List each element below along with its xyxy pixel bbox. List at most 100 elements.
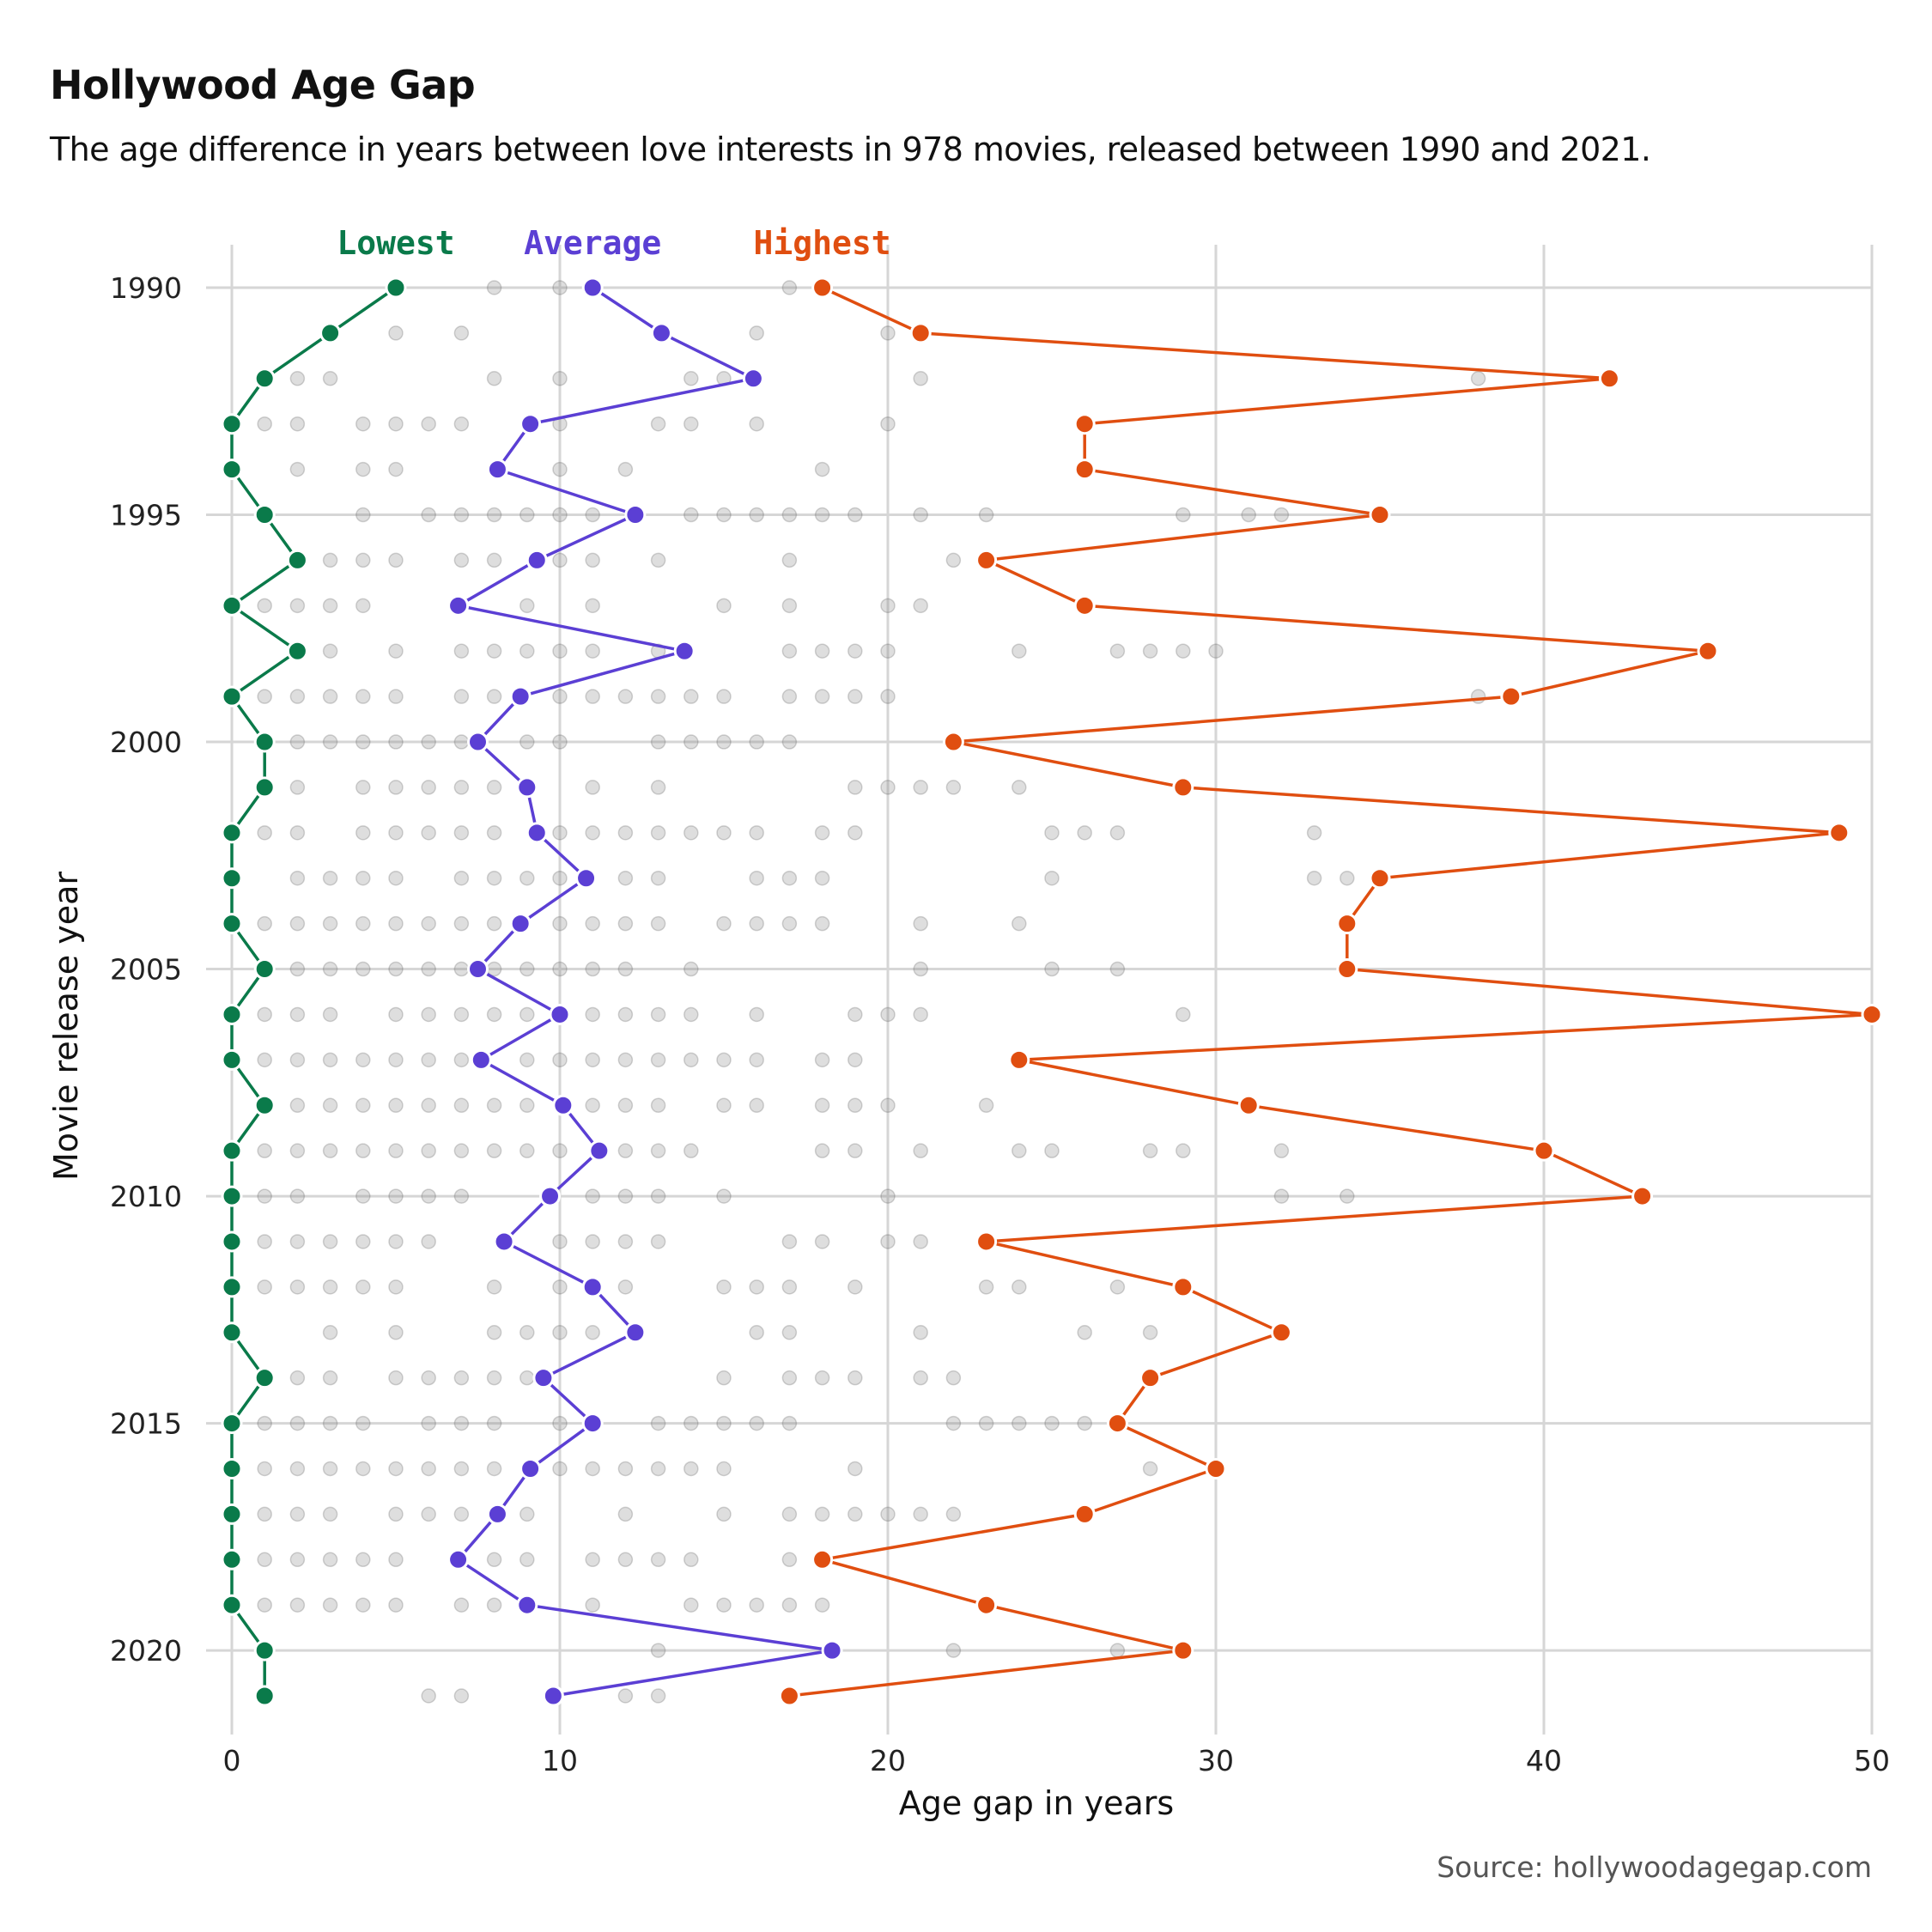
movie-dot xyxy=(716,915,732,932)
movie-dot xyxy=(388,416,404,432)
movie-dot xyxy=(552,280,568,295)
lowest-point xyxy=(385,276,407,299)
highest-point xyxy=(1861,1003,1883,1025)
y-tick-label: 2010 xyxy=(110,1180,182,1213)
highest-point xyxy=(1106,1413,1128,1435)
movie-dot xyxy=(486,280,502,295)
highest-point xyxy=(811,1548,834,1571)
movie-dot xyxy=(519,507,535,523)
movie-dot xyxy=(716,1097,732,1114)
x-tick-label: 20 xyxy=(870,1744,906,1777)
movie-dot xyxy=(814,1052,830,1068)
movie-dot xyxy=(289,1234,306,1249)
movie-dot xyxy=(749,734,764,750)
movie-dot xyxy=(257,416,272,432)
movie-dot xyxy=(519,1052,535,1068)
movie-dot xyxy=(781,1234,798,1249)
lowest-point xyxy=(253,1639,276,1662)
movie-dot xyxy=(421,1006,436,1023)
movie-dot xyxy=(322,689,338,704)
movie-dot xyxy=(716,734,732,750)
highest-series-line xyxy=(789,286,1874,1698)
lowest-legend-label: Lowest xyxy=(337,224,454,262)
movie-dot xyxy=(453,643,470,659)
average-point xyxy=(509,685,532,708)
movie-dot xyxy=(650,1097,666,1114)
lowest-point xyxy=(221,1048,243,1071)
movie-dot xyxy=(781,552,798,568)
movie-dot xyxy=(880,1234,896,1249)
movie-dot xyxy=(1208,643,1224,659)
movie-dot xyxy=(388,1052,404,1068)
movie-dot xyxy=(617,1052,634,1068)
movie-dot xyxy=(880,1188,896,1204)
movie-dot xyxy=(650,1188,666,1204)
movie-dot xyxy=(486,825,502,841)
movie-dot xyxy=(552,643,568,659)
movie-dot xyxy=(781,1279,798,1295)
movie-dot xyxy=(814,1234,830,1249)
movie-dot xyxy=(617,689,634,704)
movie-dot xyxy=(683,734,699,750)
highest-point xyxy=(975,549,998,571)
movie-dot xyxy=(322,1325,338,1340)
movie-dot xyxy=(453,1415,470,1431)
movie-dot xyxy=(848,1006,863,1023)
highest-point xyxy=(1369,504,1391,526)
movie-dot xyxy=(519,1097,535,1114)
movie-dot xyxy=(945,1415,962,1431)
movie-dot xyxy=(486,643,502,659)
highest-point xyxy=(1533,1139,1555,1162)
movie-dot xyxy=(585,1234,600,1249)
movie-dot xyxy=(683,689,699,704)
highest-legend-label: Highest xyxy=(754,224,891,262)
movie-dot xyxy=(355,416,371,432)
movie-dot xyxy=(552,507,568,523)
average-series-line xyxy=(456,286,834,1698)
movie-dot xyxy=(486,1279,502,1295)
movie-dot xyxy=(552,734,568,750)
movie-dot xyxy=(257,1279,272,1295)
movie-dot xyxy=(1044,825,1060,841)
movie-dot xyxy=(585,1006,600,1023)
movie-dot xyxy=(749,325,764,341)
movie-dot xyxy=(1012,1415,1027,1431)
movie-dot xyxy=(486,507,502,523)
movie-dot xyxy=(1273,1188,1290,1204)
movie-dot xyxy=(848,1506,863,1522)
movie-dot xyxy=(585,825,600,841)
average-point xyxy=(581,1276,604,1298)
movie-dot xyxy=(322,1461,338,1477)
movie-dot xyxy=(322,1234,338,1249)
movie-dot xyxy=(781,1370,798,1386)
average-point xyxy=(650,322,672,344)
movie-dot xyxy=(1012,915,1027,932)
movie-dot xyxy=(650,1461,666,1477)
movie-dot xyxy=(388,1279,404,1295)
movie-dot xyxy=(552,825,568,841)
lowest-point xyxy=(253,731,276,753)
x-tick-label: 30 xyxy=(1198,1744,1234,1777)
movie-dot xyxy=(880,643,896,659)
lowest-point xyxy=(253,368,276,390)
movie-dot xyxy=(1012,1279,1027,1295)
movie-dot xyxy=(585,1597,600,1613)
average-point xyxy=(519,413,542,435)
movie-dot xyxy=(1077,825,1092,841)
movie-dot xyxy=(716,1370,732,1386)
movie-dot xyxy=(388,461,404,477)
movie-dot xyxy=(355,507,371,523)
movie-dot xyxy=(650,1234,666,1249)
movie-dot xyxy=(322,961,338,977)
lowest-point xyxy=(221,1276,243,1298)
y-tick-label: 1990 xyxy=(110,271,182,305)
movie-dot xyxy=(388,1506,404,1522)
movie-dot xyxy=(814,1597,830,1613)
movie-dot xyxy=(289,1188,306,1204)
movie-dot xyxy=(749,870,764,886)
highest-point xyxy=(1008,1048,1030,1071)
highest-point xyxy=(1336,958,1358,981)
movie-dot xyxy=(1142,1461,1158,1477)
movie-dot xyxy=(388,915,404,932)
movie-dot xyxy=(257,1143,272,1158)
